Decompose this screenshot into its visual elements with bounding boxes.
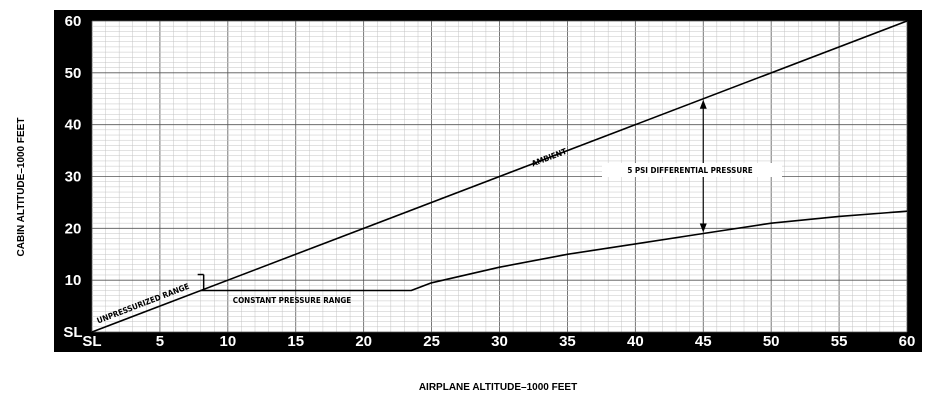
differential-pressure-label: 5 PSI DIFFERENTIAL PRESSURE <box>627 166 752 175</box>
y-tick-label: 40 <box>65 117 82 134</box>
x-tick-labels: SL 5 10 15 20 25 30 35 40 45 50 55 60 <box>82 333 915 350</box>
x-tick-label: 25 <box>423 333 440 350</box>
y-tick-label: SL <box>63 324 82 341</box>
x-tick-label: 50 <box>763 333 780 350</box>
x-tick-label: 60 <box>899 333 916 350</box>
differential-arrow-head-down <box>699 223 707 233</box>
x-tick-label: 55 <box>831 333 848 350</box>
grid <box>91 20 908 333</box>
cabin-altitude-line <box>200 210 908 292</box>
y-tick-label: 50 <box>65 65 82 82</box>
differential-arrow-head-up <box>699 99 707 109</box>
x-tick-label: 45 <box>695 333 712 350</box>
x-tick-label: 5 <box>156 333 164 350</box>
y-tick-label: 20 <box>65 220 82 237</box>
y-axis-title: CABIN ALTITUDE–1000 FEET <box>16 118 27 257</box>
x-tick-label: 20 <box>355 333 372 350</box>
differential-label-bg <box>602 163 782 177</box>
x-tick-label: SL <box>82 333 101 350</box>
y-tick-label: 60 <box>65 13 82 30</box>
x-tick-label: 15 <box>287 333 304 350</box>
ambient-line <box>91 20 908 333</box>
x-tick-label: 40 <box>627 333 644 350</box>
y-tick-labels: SL 10 20 30 40 50 60 <box>63 13 82 341</box>
constant-pressure-range-label: CONSTANT PRESSURE RANGE <box>233 296 351 305</box>
y-tick-label: 30 <box>65 169 82 186</box>
x-tick-label: 30 <box>491 333 508 350</box>
x-tick-label: 35 <box>559 333 576 350</box>
x-axis-title: AIRPLANE ALTITUDE–1000 FEET <box>419 382 577 393</box>
x-tick-label: 10 <box>219 333 236 350</box>
y-tick-label: 10 <box>65 272 82 289</box>
